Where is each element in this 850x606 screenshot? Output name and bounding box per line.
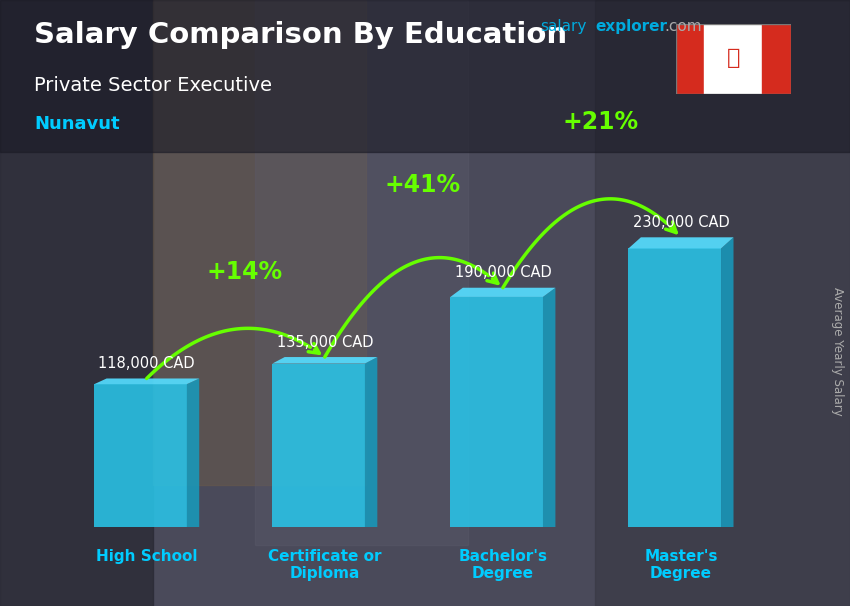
Text: Salary Comparison By Education: Salary Comparison By Education <box>34 21 567 49</box>
Bar <box>705 24 762 94</box>
Polygon shape <box>94 384 187 527</box>
Bar <box>0 0 153 606</box>
Text: salary: salary <box>540 19 586 35</box>
Text: Private Sector Executive: Private Sector Executive <box>34 76 272 95</box>
Text: High School: High School <box>96 549 197 564</box>
Text: Bachelor's
Degree: Bachelor's Degree <box>458 549 547 581</box>
Bar <box>255 0 468 545</box>
Bar <box>762 24 790 94</box>
Text: 135,000 CAD: 135,000 CAD <box>276 335 373 350</box>
Text: 118,000 CAD: 118,000 CAD <box>99 356 195 371</box>
Polygon shape <box>272 364 365 527</box>
Polygon shape <box>628 248 721 527</box>
Polygon shape <box>543 288 555 527</box>
Text: +14%: +14% <box>207 261 283 284</box>
Text: +41%: +41% <box>385 173 461 197</box>
Polygon shape <box>628 238 734 248</box>
Text: Master's
Degree: Master's Degree <box>644 549 717 581</box>
Text: Average Yearly Salary: Average Yearly Salary <box>830 287 844 416</box>
Polygon shape <box>94 379 199 384</box>
Bar <box>676 24 705 94</box>
Text: 190,000 CAD: 190,000 CAD <box>455 265 552 281</box>
Bar <box>0 0 850 152</box>
Text: Certificate or
Diploma: Certificate or Diploma <box>268 549 382 581</box>
Text: 230,000 CAD: 230,000 CAD <box>632 215 729 230</box>
Bar <box>153 0 366 485</box>
Polygon shape <box>365 357 377 527</box>
Bar <box>595 0 850 606</box>
Text: explorer: explorer <box>595 19 667 35</box>
Text: +21%: +21% <box>563 110 639 135</box>
Polygon shape <box>187 379 199 527</box>
Text: .com: .com <box>665 19 702 35</box>
Polygon shape <box>721 238 734 527</box>
Polygon shape <box>450 297 543 527</box>
Polygon shape <box>272 357 377 364</box>
Text: Nunavut: Nunavut <box>34 115 120 133</box>
Text: 🍁: 🍁 <box>727 48 740 68</box>
Polygon shape <box>450 288 555 297</box>
